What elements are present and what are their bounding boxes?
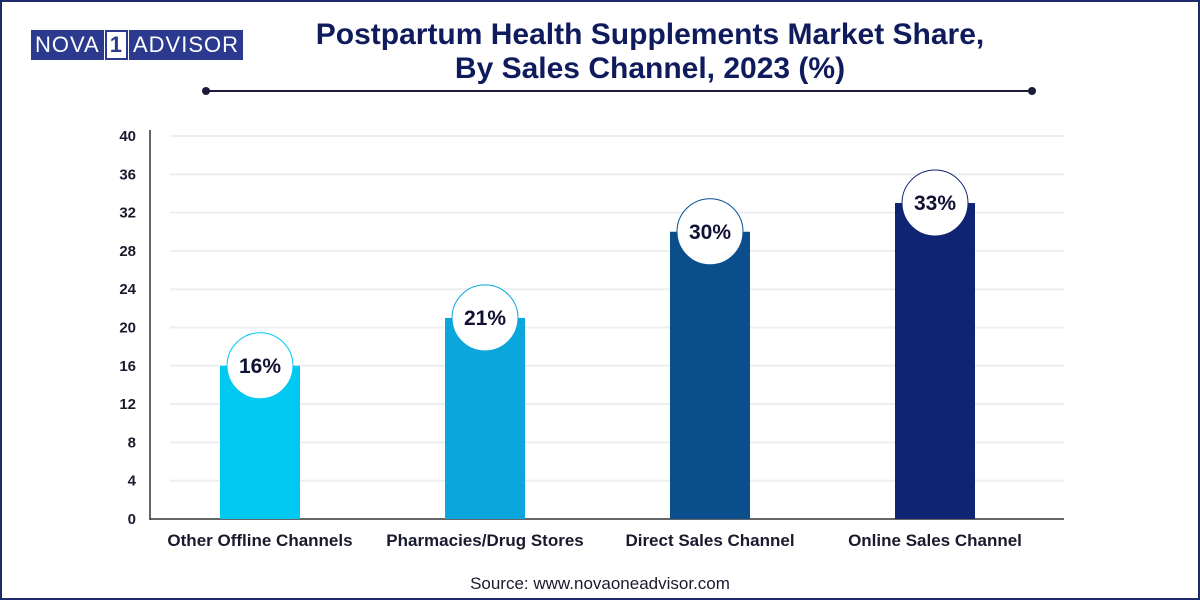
y-tick-label: 12 [119,396,136,413]
data-label-circle [676,198,744,266]
data-label-circle [451,284,519,352]
y-tick-label: 8 [128,434,136,451]
data-label: 33% [914,192,956,215]
title-divider [206,90,1032,92]
chart-title-line2: By Sales Channel, 2023 (%) [454,52,846,85]
brand-logo-right: ADVISOR [128,30,243,60]
brand-logo: NOVA 1 ADVISOR [31,30,243,60]
y-tick-label: 0 [128,511,136,528]
bar-2 [445,317,525,519]
x-category-label: Online Sales Channel [848,531,1022,550]
chart-title-line1: Postpartum Health Supplements Market Sha… [315,18,985,51]
data-label: 16% [239,355,281,378]
source-note: Source: www.novaoneadvisor.com [470,574,730,593]
y-tick-label: 32 [119,205,136,222]
y-tick-label: 4 [128,473,137,490]
bar-3 [670,231,750,519]
data-label-circle [901,169,969,237]
y-tick-label: 40 [119,128,136,145]
x-category-label: Pharmacies/Drug Stores [386,531,583,550]
y-tick-label: 36 [119,166,136,183]
y-tick-label: 28 [119,243,136,260]
x-category-label: Other Offline Channels [167,531,352,550]
brand-logo-middle: 1 [104,30,128,60]
divider-right-dot [1028,87,1036,95]
y-tick-label: 16 [119,358,136,375]
divider-left-dot [202,87,210,95]
brand-logo-left: NOVA [31,30,104,60]
y-tick-label: 20 [119,320,136,337]
data-label: 30% [689,221,731,244]
data-label: 21% [464,307,506,330]
bar-4 [895,203,975,519]
x-category-label: Direct Sales Channel [625,531,794,550]
data-label-circle [226,332,294,400]
y-tick-label: 24 [119,281,136,298]
